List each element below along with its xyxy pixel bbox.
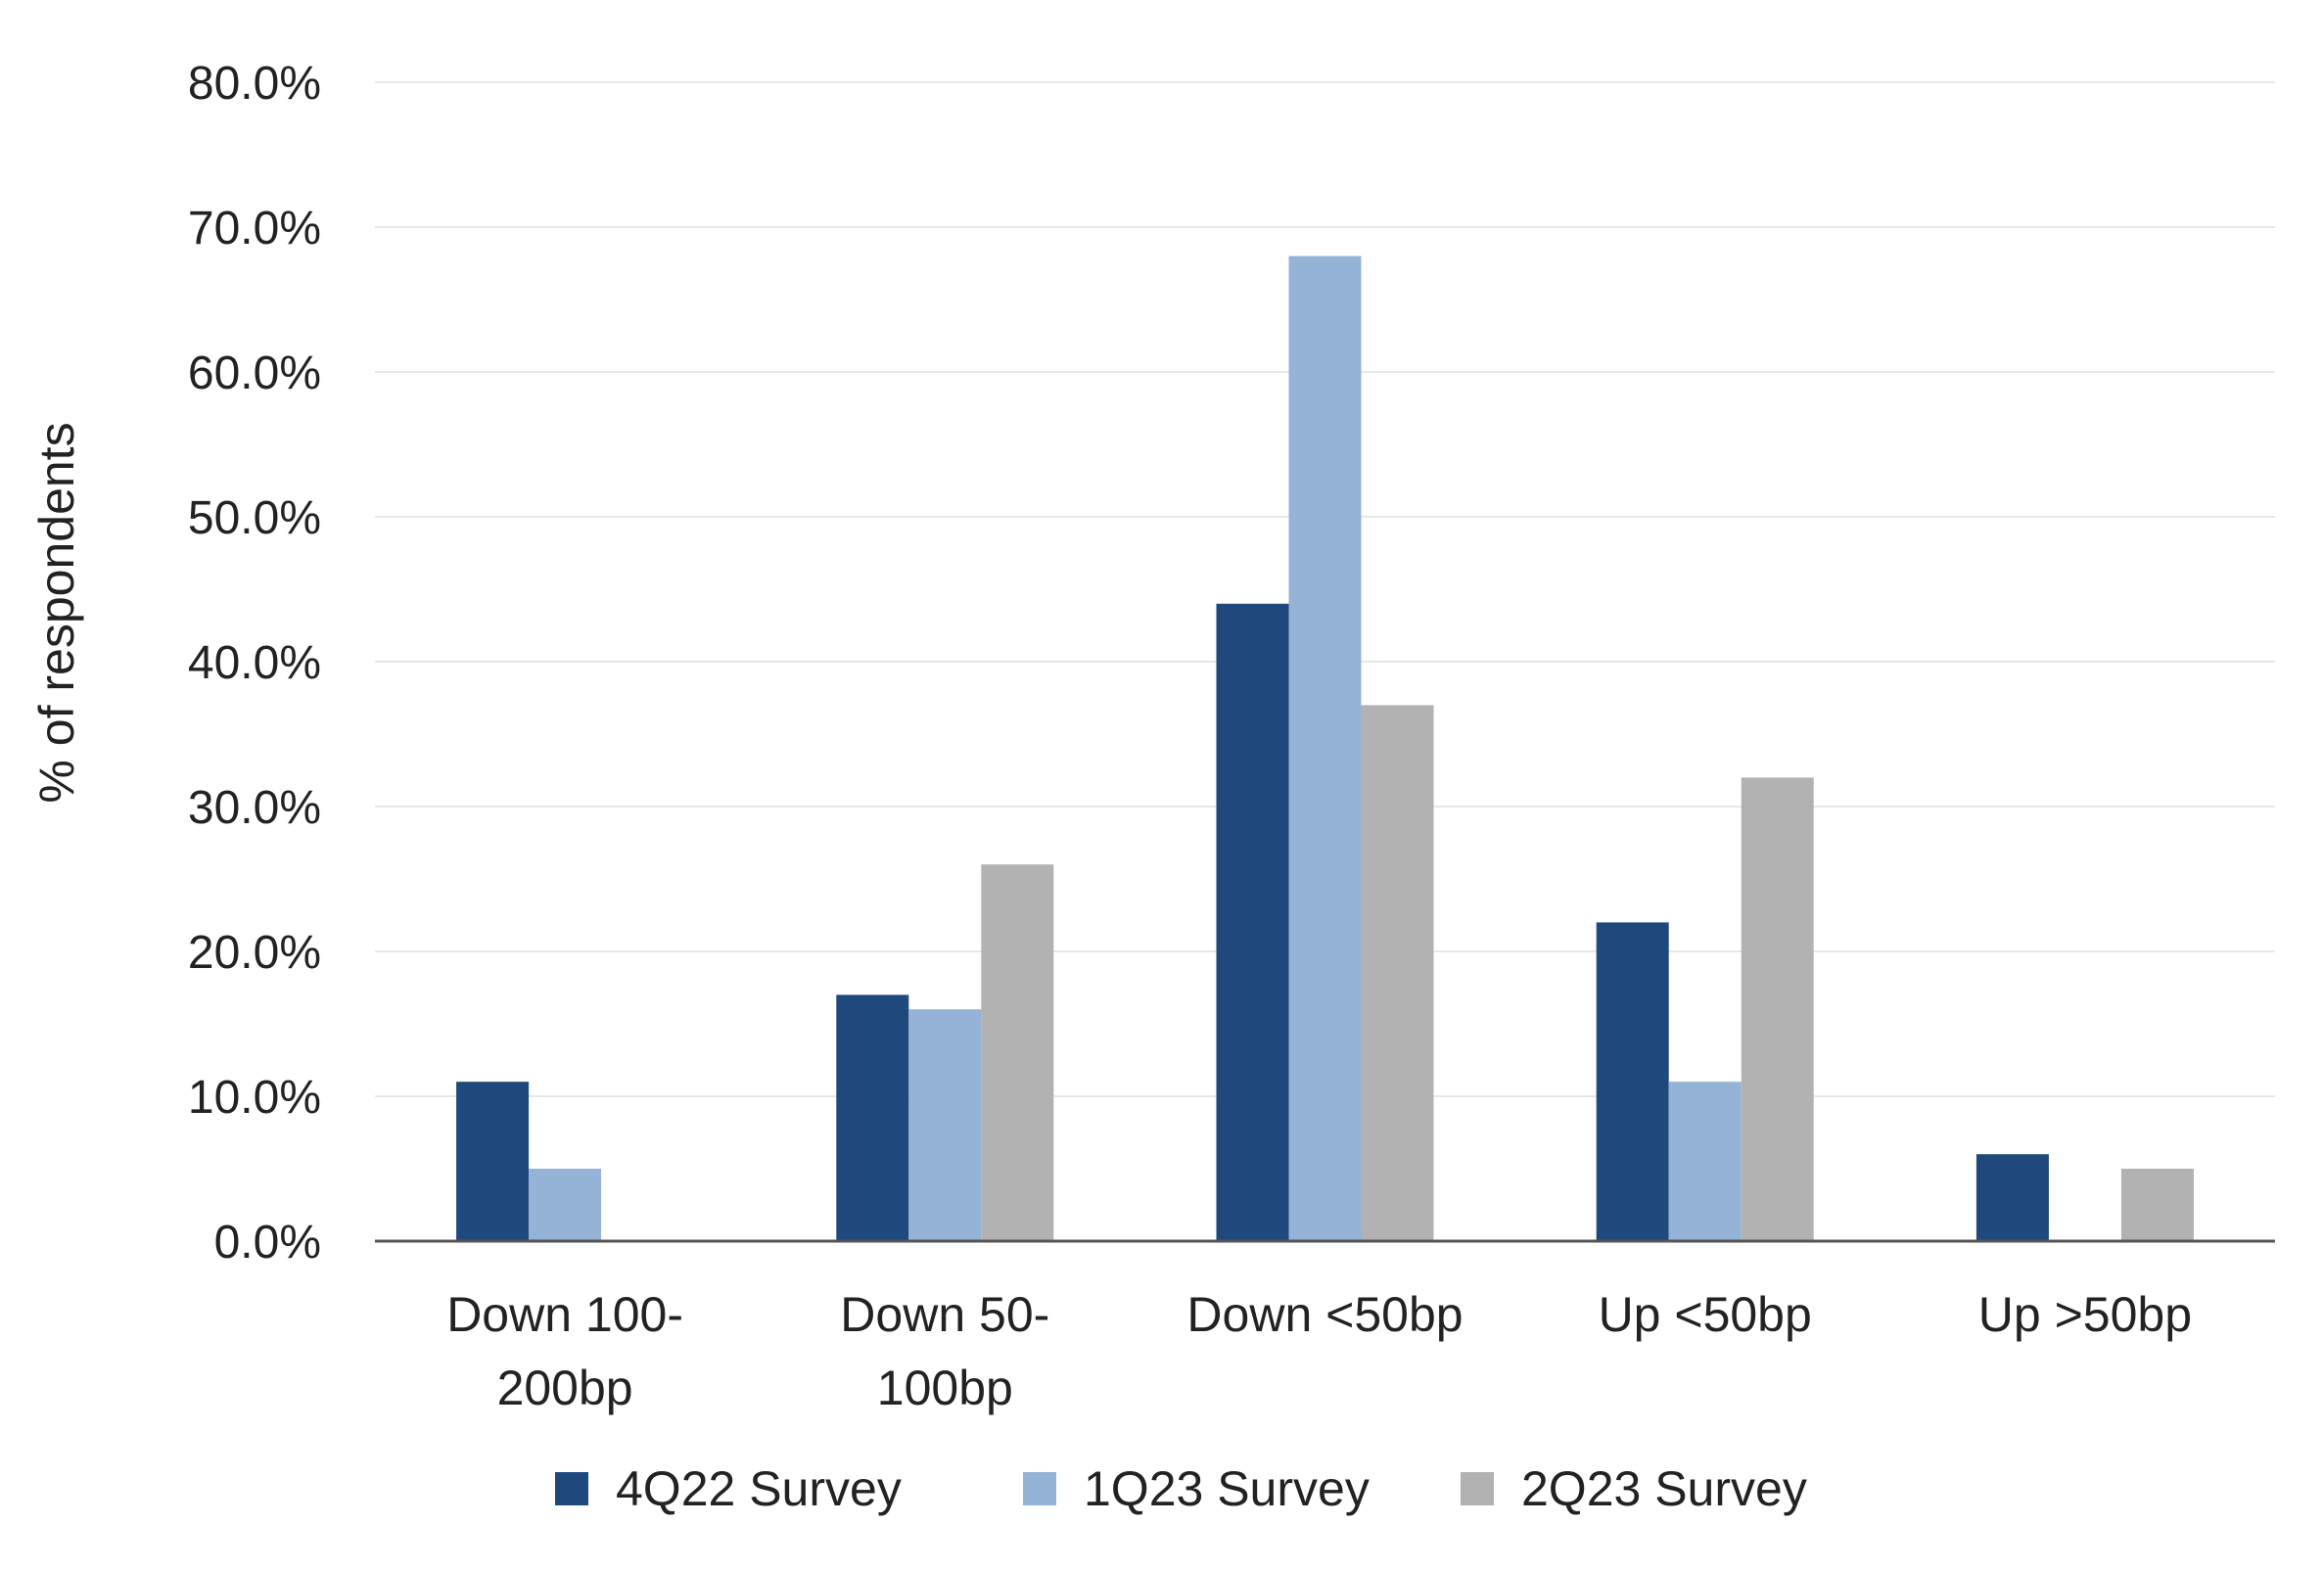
bar-4q22-survey-3: [1596, 922, 1669, 1241]
y-tick-label: 40.0%: [188, 637, 321, 689]
legend-label-0: 4Q22 Survey: [616, 1461, 902, 1516]
legend-label-2: 2Q23 Survey: [1521, 1461, 1807, 1516]
y-tick-label: 80.0%: [188, 58, 321, 110]
y-axis-ticks: 0.0% 10.0% 20.0% 30.0% 40.0% 50.0% 60.0% 70.0% 8…: [188, 58, 321, 1269]
legend-swatch-0: [555, 1472, 588, 1505]
bar-4q22-survey-4: [1975, 1154, 2049, 1241]
bar-2q23-survey-3: [1741, 777, 1814, 1241]
bar-1q23-survey-3: [1668, 1082, 1742, 1241]
bar-1q23-survey-1: [908, 1009, 982, 1241]
bars: [456, 255, 2194, 1242]
y-tick-label: 50.0%: [188, 492, 321, 544]
x-category-label: Up <50bp: [1599, 1287, 1812, 1342]
bar-4q22-survey-1: [836, 994, 909, 1241]
legend-label-1: 1Q23 Survey: [1084, 1461, 1370, 1516]
y-tick-label: 0.0%: [214, 1217, 321, 1269]
x-axis-category-labels: Down 100-200bp Down 50-100bp Down <50bp Up …: [446, 1287, 2192, 1415]
x-category-label: Down <50bp: [1186, 1287, 1463, 1342]
bar-2q23-survey-2: [1361, 705, 1434, 1241]
bar-1q23-survey-0: [529, 1169, 602, 1241]
y-axis-title: % of respondents: [29, 422, 84, 803]
bar-2q23-survey-1: [981, 864, 1054, 1241]
bar-1q23-survey-2: [1288, 255, 1362, 1242]
legend: 4Q22 Survey 1Q23 Survey 2Q23 Survey: [555, 1461, 1807, 1516]
y-tick-label: 60.0%: [188, 347, 321, 399]
x-category-label: Down 100-200bp: [446, 1287, 683, 1415]
x-category-label: Up >50bp: [1978, 1287, 2192, 1342]
y-tick-label: 70.0%: [188, 203, 321, 254]
y-tick-label: 30.0%: [188, 782, 321, 834]
y-tick-label: 10.0%: [188, 1072, 321, 1124]
y-tick-label: 20.0%: [188, 927, 321, 979]
x-category-label: Down 50-100bp: [840, 1287, 1049, 1415]
legend-swatch-1: [1023, 1472, 1056, 1505]
bar-4q22-survey-0: [456, 1082, 530, 1241]
legend-swatch-2: [1461, 1472, 1494, 1505]
bar-4q22-survey-2: [1216, 603, 1289, 1241]
bar-2q23-survey-4: [2120, 1169, 2194, 1241]
